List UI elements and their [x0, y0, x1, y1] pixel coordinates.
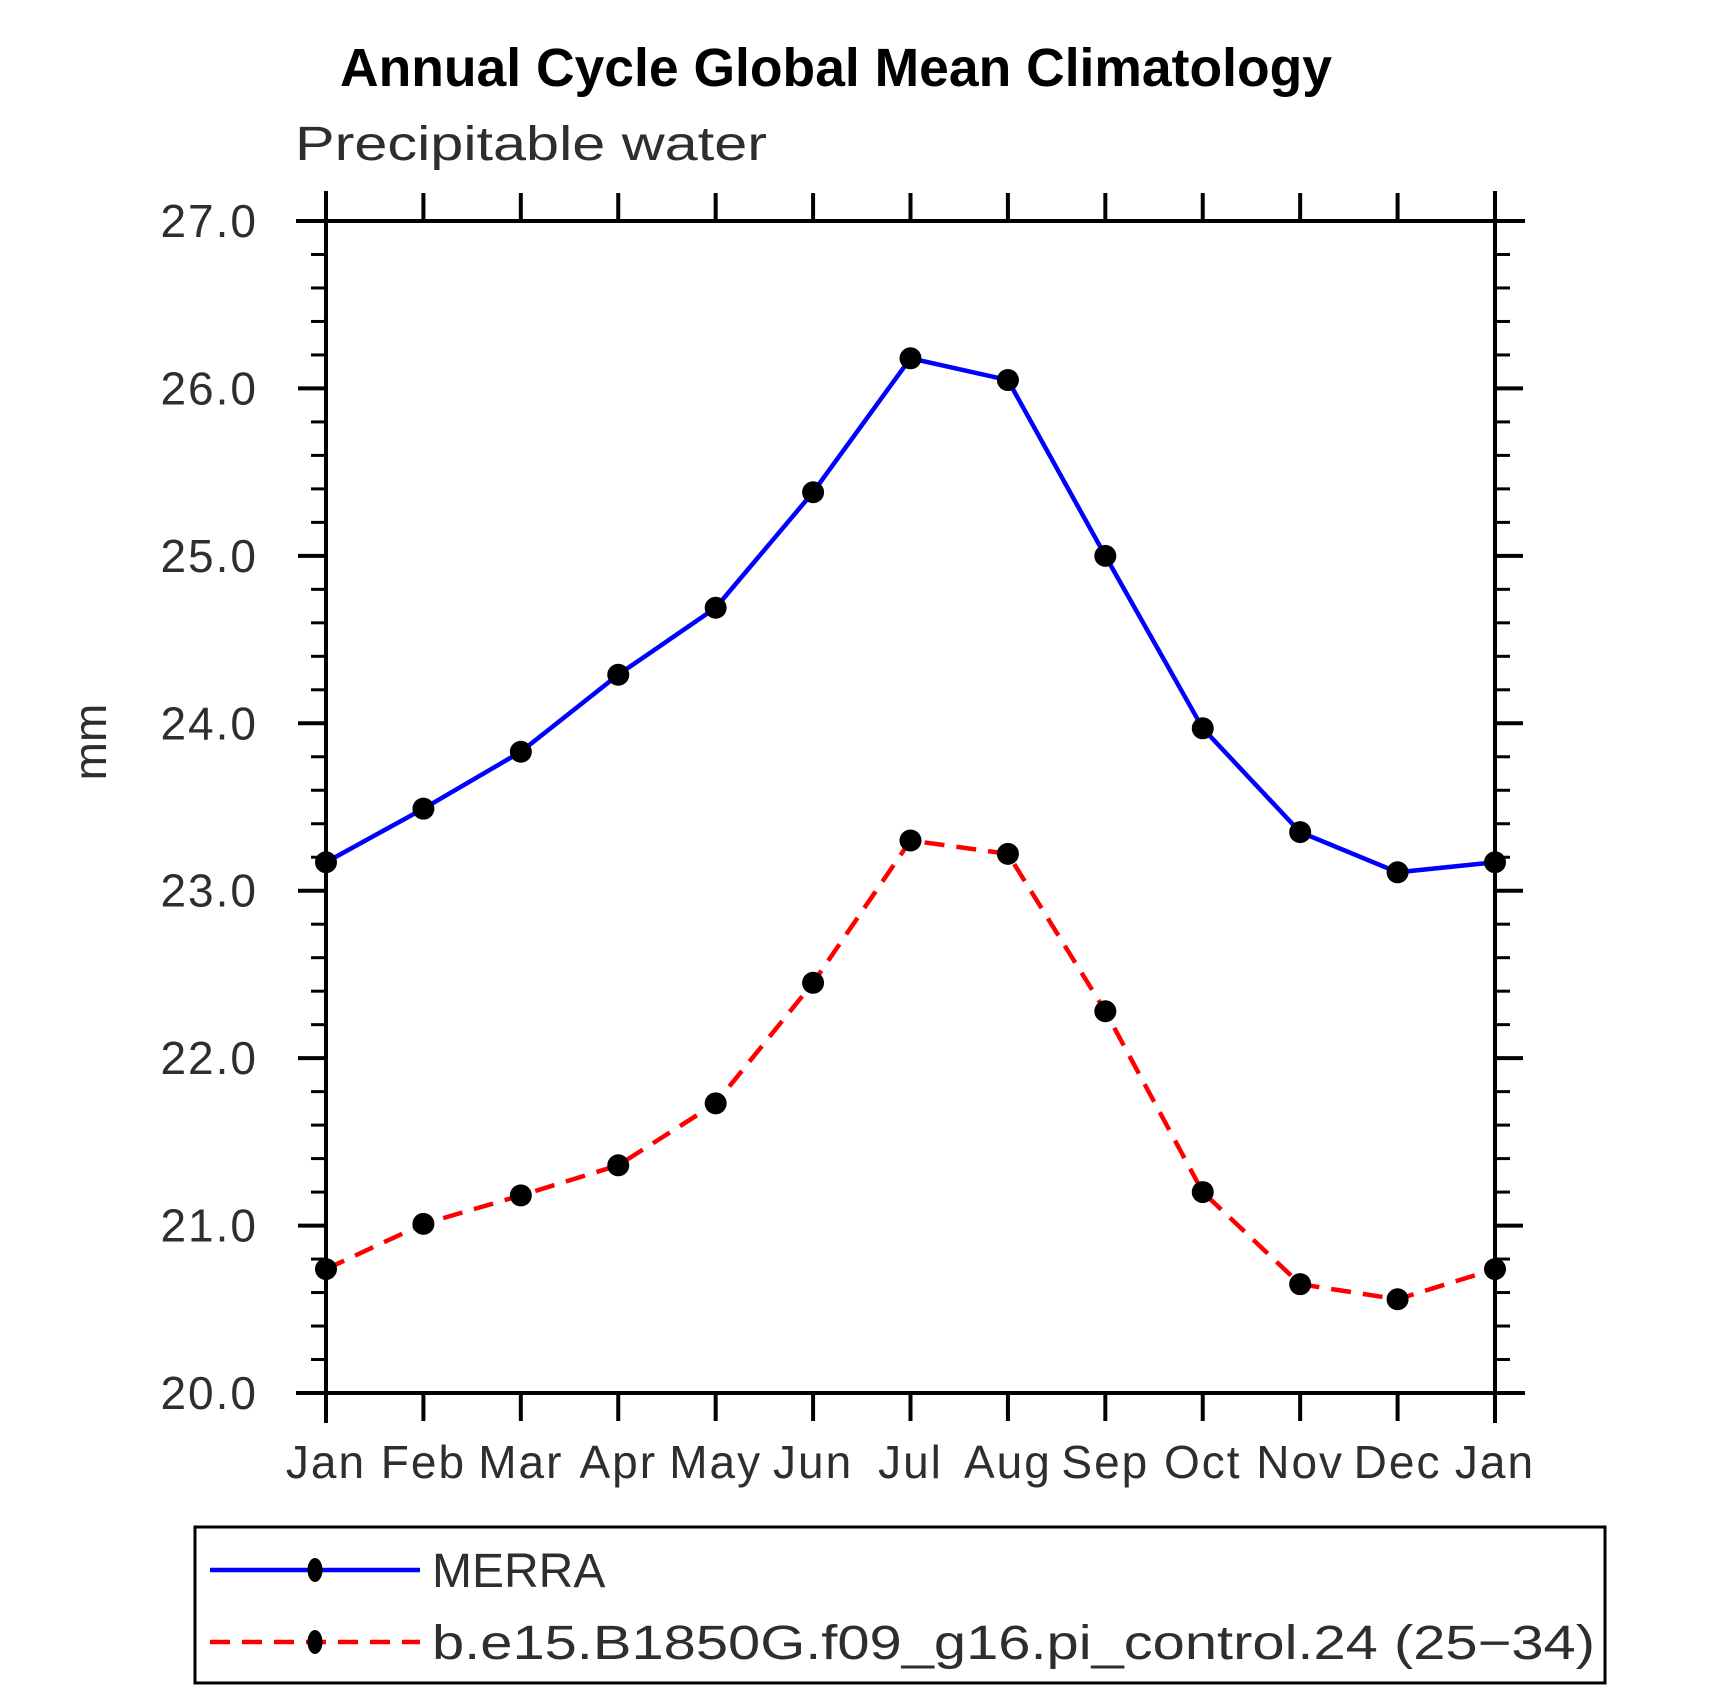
merra-line [324, 355, 1496, 875]
legend-marker-icon [307, 1558, 323, 1582]
x-tick-label: Sep [1061, 1436, 1149, 1488]
data-point-marker [1386, 1288, 1409, 1311]
y-tick-label: 22.0 [160, 1032, 258, 1084]
data-point-marker [1386, 861, 1409, 884]
data-point-marker [1289, 821, 1312, 844]
data-point-marker [1094, 544, 1117, 567]
x-tick-label: May [669, 1436, 762, 1488]
legend-marker-icon [307, 1630, 323, 1654]
data-point-marker [607, 1154, 630, 1177]
y-tick-label: 24.0 [160, 697, 258, 749]
data-point-marker [1289, 1273, 1312, 1296]
model-line [325, 838, 1496, 1302]
x-tick-label: Aug [964, 1436, 1052, 1488]
data-point-marker [802, 481, 825, 504]
legend-border [193, 1525, 1607, 1685]
data-point-marker [315, 851, 337, 874]
data-point-marker [704, 596, 727, 619]
data-point-marker [996, 842, 1019, 865]
data-point-marker [1191, 1181, 1214, 1204]
x-tick-label: Jan [1455, 1436, 1535, 1488]
data-point-marker [1484, 851, 1506, 874]
data-point-marker [509, 1184, 532, 1207]
data-point-marker [315, 1258, 337, 1281]
x-tick-label: Jun [773, 1436, 853, 1488]
x-tick-labels: Jan Feb Mar Apr May Jun Jul Aug Sep Oct Nov Dec Jan [286, 1436, 1535, 1488]
x-tick-label: Jan [286, 1436, 366, 1488]
data-series [324, 355, 1496, 1302]
legend-box: MERRA b.e15.B1850G.f09_g16.pi_control.24… [193, 1525, 1607, 1685]
data-point-markers [315, 347, 1506, 1311]
axis-ticks [298, 193, 1523, 1421]
legend-label-model: b.e15.B1850G.f09_g16.pi_control.24 (25−3… [432, 1617, 1595, 1670]
data-point-marker [607, 663, 630, 686]
data-point-marker [1094, 1000, 1117, 1023]
y-tick-label: 25.0 [160, 530, 258, 582]
x-tick-label: Dec [1354, 1436, 1442, 1488]
y-tick-labels: 20.0 21.0 22.0 23.0 24.0 25.0 26.0 27.0 [160, 195, 258, 1419]
data-point-marker [509, 740, 532, 763]
y-axis-title: mm [64, 704, 116, 781]
data-point-marker [1191, 717, 1214, 740]
data-point-marker [1484, 1258, 1506, 1281]
data-point-marker [996, 369, 1019, 392]
data-point-marker [899, 347, 922, 370]
y-tick-label: 20.0 [160, 1367, 258, 1419]
x-tick-label: Mar [478, 1436, 563, 1488]
x-tick-label: Oct [1164, 1436, 1242, 1488]
axis-frame [296, 191, 1525, 1423]
chart-title: Annual Cycle Global Mean Climatology [340, 38, 1332, 98]
y-tick-label: 21.0 [160, 1200, 258, 1252]
x-tick-label: Jul [878, 1436, 943, 1488]
data-point-marker [704, 1092, 727, 1115]
data-point-marker [412, 1212, 435, 1235]
chart-subtitle: Precipitable water [295, 118, 767, 171]
y-tick-label: 26.0 [160, 362, 258, 414]
x-tick-label: Nov [1256, 1436, 1344, 1488]
y-tick-label: 27.0 [160, 195, 258, 247]
data-point-marker [802, 971, 825, 994]
y-tick-label: 23.0 [160, 865, 258, 917]
data-point-marker [899, 829, 922, 852]
data-point-marker [412, 797, 435, 820]
x-tick-label: Feb [381, 1436, 466, 1488]
legend-label-merra: MERRA [432, 1545, 605, 1598]
x-tick-label: Apr [579, 1436, 657, 1488]
